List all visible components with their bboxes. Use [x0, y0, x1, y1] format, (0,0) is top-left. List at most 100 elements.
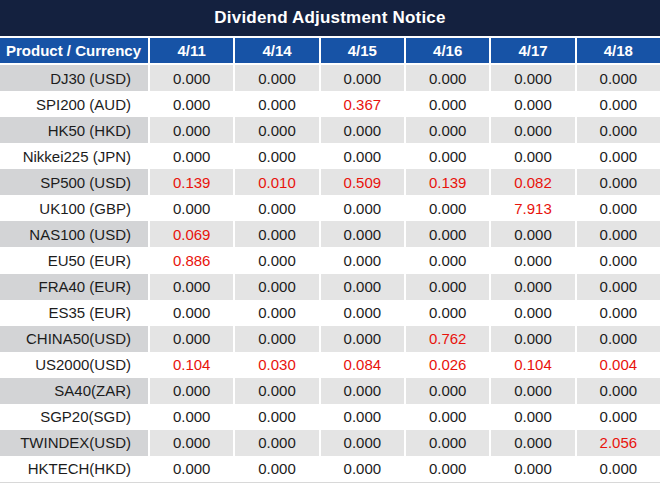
value-cell: 0.000 [233, 221, 318, 247]
product-cell: DJ30 (USD) [0, 65, 148, 91]
value-cell: 0.000 [233, 326, 318, 352]
value-cell: 0.104 [148, 352, 233, 378]
product-cell: TWINDEX(USD) [0, 430, 148, 456]
value-cell: 0.000 [575, 456, 660, 482]
table-row: SP500 (USD)0.1390.0100.5090.1390.0820.00… [0, 169, 660, 195]
value-cell: 0.000 [319, 456, 404, 482]
value-cell: 0.000 [319, 300, 404, 326]
table-row: UK100 (GBP)0.0000.0000.0000.0007.9130.00… [0, 195, 660, 221]
value-cell: 0.000 [489, 143, 574, 169]
product-cell: Nikkei225 (JPN) [0, 143, 148, 169]
page-title: Dividend Adjustment Notice [0, 0, 660, 38]
value-cell: 0.000 [148, 456, 233, 482]
product-cell: SGP20(SGD) [0, 404, 148, 430]
value-cell: 0.000 [404, 195, 489, 221]
value-cell: 0.000 [233, 195, 318, 221]
product-cell: ES35 (EUR) [0, 300, 148, 326]
table-row: EU50 (EUR)0.8860.0000.0000.0000.0000.000 [0, 247, 660, 273]
value-cell: 0.000 [319, 65, 404, 91]
value-cell: 0.000 [575, 378, 660, 404]
value-cell: 0.000 [233, 404, 318, 430]
value-cell: 0.000 [404, 143, 489, 169]
table-row: SGP20(SGD)0.0000.0000.0000.0000.0000.000 [0, 404, 660, 430]
value-cell: 0.000 [319, 404, 404, 430]
product-cell: EU50 (EUR) [0, 247, 148, 273]
value-cell: 0.000 [575, 326, 660, 352]
value-cell: 0.026 [404, 352, 489, 378]
value-cell: 0.000 [489, 300, 574, 326]
value-cell: 0.000 [575, 143, 660, 169]
table-row: SPI200 (AUD)0.0000.0000.3670.0000.0000.0… [0, 91, 660, 117]
value-cell: 0.000 [233, 247, 318, 273]
value-cell: 0.000 [233, 65, 318, 91]
value-cell: 0.000 [148, 326, 233, 352]
value-cell: 0.082 [489, 169, 574, 195]
column-header-date: 4/15 [319, 38, 404, 63]
value-cell: 0.000 [404, 117, 489, 143]
table-row: ES35 (EUR)0.0000.0000.0000.0000.0000.000 [0, 300, 660, 326]
value-cell: 0.000 [575, 169, 660, 195]
value-cell: 0.000 [404, 247, 489, 273]
table-body: DJ30 (USD)0.0000.0000.0000.0000.0000.000… [0, 65, 660, 482]
table-row: HK50 (HKD)0.0000.0000.0000.0000.0000.000 [0, 117, 660, 143]
value-cell: 0.000 [575, 274, 660, 300]
value-cell: 0.000 [404, 274, 489, 300]
value-cell: 0.030 [233, 352, 318, 378]
value-cell: 0.000 [148, 65, 233, 91]
value-cell: 0.000 [233, 91, 318, 117]
value-cell: 0.000 [233, 274, 318, 300]
value-cell: 0.000 [489, 247, 574, 273]
table-header-row: Product / Currency 4/114/144/154/164/174… [0, 38, 660, 65]
value-cell: 0.000 [404, 221, 489, 247]
value-cell: 0.000 [489, 117, 574, 143]
value-cell: 0.000 [148, 91, 233, 117]
product-cell: HK50 (HKD) [0, 117, 148, 143]
value-cell: 0.000 [404, 430, 489, 456]
value-cell: 0.000 [575, 195, 660, 221]
column-header-product-currency: Product / Currency [0, 38, 148, 63]
value-cell: 0.000 [148, 300, 233, 326]
column-header-date: 4/14 [233, 38, 318, 63]
value-cell: 0.000 [404, 65, 489, 91]
value-cell: 0.004 [575, 352, 660, 378]
product-cell: FRA40 (EUR) [0, 274, 148, 300]
value-cell: 0.139 [404, 169, 489, 195]
product-cell: SA40(ZAR) [0, 378, 148, 404]
value-cell: 0.000 [148, 143, 233, 169]
value-cell: 0.104 [489, 352, 574, 378]
value-cell: 0.000 [575, 247, 660, 273]
value-cell: 0.886 [148, 247, 233, 273]
value-cell: 0.000 [148, 404, 233, 430]
table-row: HKTECH(HKD)0.0000.0000.0000.0000.0000.00… [0, 456, 660, 482]
table-row: TWINDEX(USD)0.0000.0000.0000.0000.0002.0… [0, 430, 660, 456]
table-row: Nikkei225 (JPN)0.0000.0000.0000.0000.000… [0, 143, 660, 169]
table-row: SA40(ZAR)0.0000.0000.0000.0000.0000.000 [0, 378, 660, 404]
value-cell: 0.000 [575, 300, 660, 326]
value-cell: 0.000 [575, 91, 660, 117]
value-cell: 0.010 [233, 169, 318, 195]
value-cell: 0.000 [319, 430, 404, 456]
value-cell: 0.000 [319, 221, 404, 247]
value-cell: 0.084 [319, 352, 404, 378]
value-cell: 0.000 [319, 143, 404, 169]
value-cell: 0.000 [233, 300, 318, 326]
value-cell: 0.000 [489, 430, 574, 456]
value-cell: 0.000 [575, 65, 660, 91]
table-row: CHINA50(USD)0.0000.0000.0000.7620.0000.0… [0, 326, 660, 352]
value-cell: 0.509 [319, 169, 404, 195]
value-cell: 0.762 [404, 326, 489, 352]
value-cell: 0.000 [489, 91, 574, 117]
value-cell: 0.000 [148, 117, 233, 143]
value-cell: 0.000 [404, 378, 489, 404]
value-cell: 0.000 [319, 326, 404, 352]
value-cell: 0.000 [489, 404, 574, 430]
value-cell: 0.000 [489, 274, 574, 300]
value-cell: 0.000 [319, 274, 404, 300]
dividend-adjustment-notice: Dividend Adjustment Notice Product / Cur… [0, 0, 660, 483]
value-cell: 0.000 [489, 378, 574, 404]
value-cell: 2.056 [575, 430, 660, 456]
value-cell: 0.139 [148, 169, 233, 195]
value-cell: 0.000 [148, 274, 233, 300]
value-cell: 0.000 [575, 404, 660, 430]
value-cell: 0.000 [233, 430, 318, 456]
